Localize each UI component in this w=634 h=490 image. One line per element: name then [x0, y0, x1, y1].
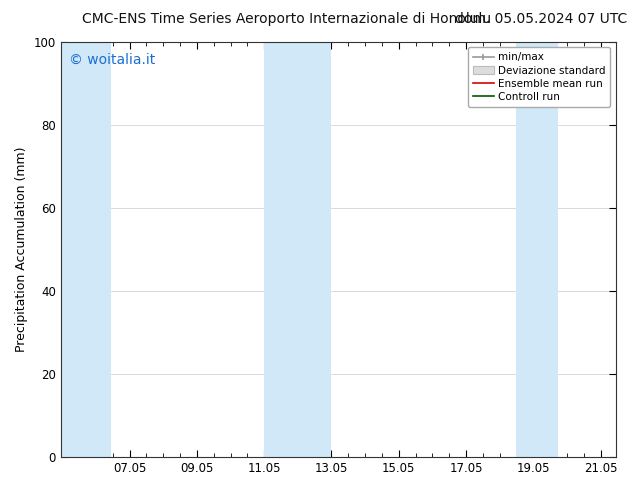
- Bar: [264, 42, 332, 457]
- Text: CMC-ENS Time Series Aeroporto Internazionale di Honolulu: CMC-ENS Time Series Aeroporto Internazio…: [82, 12, 491, 26]
- Bar: [62, 42, 111, 457]
- Y-axis label: Precipitation Accumulation (mm): Precipitation Accumulation (mm): [15, 147, 28, 352]
- Bar: [517, 42, 559, 457]
- Legend: min/max, Deviazione standard, Ensemble mean run, Controll run: min/max, Deviazione standard, Ensemble m…: [467, 47, 611, 107]
- Text: © woitalia.it: © woitalia.it: [69, 52, 155, 67]
- Text: dom. 05.05.2024 07 UTC: dom. 05.05.2024 07 UTC: [455, 12, 628, 26]
